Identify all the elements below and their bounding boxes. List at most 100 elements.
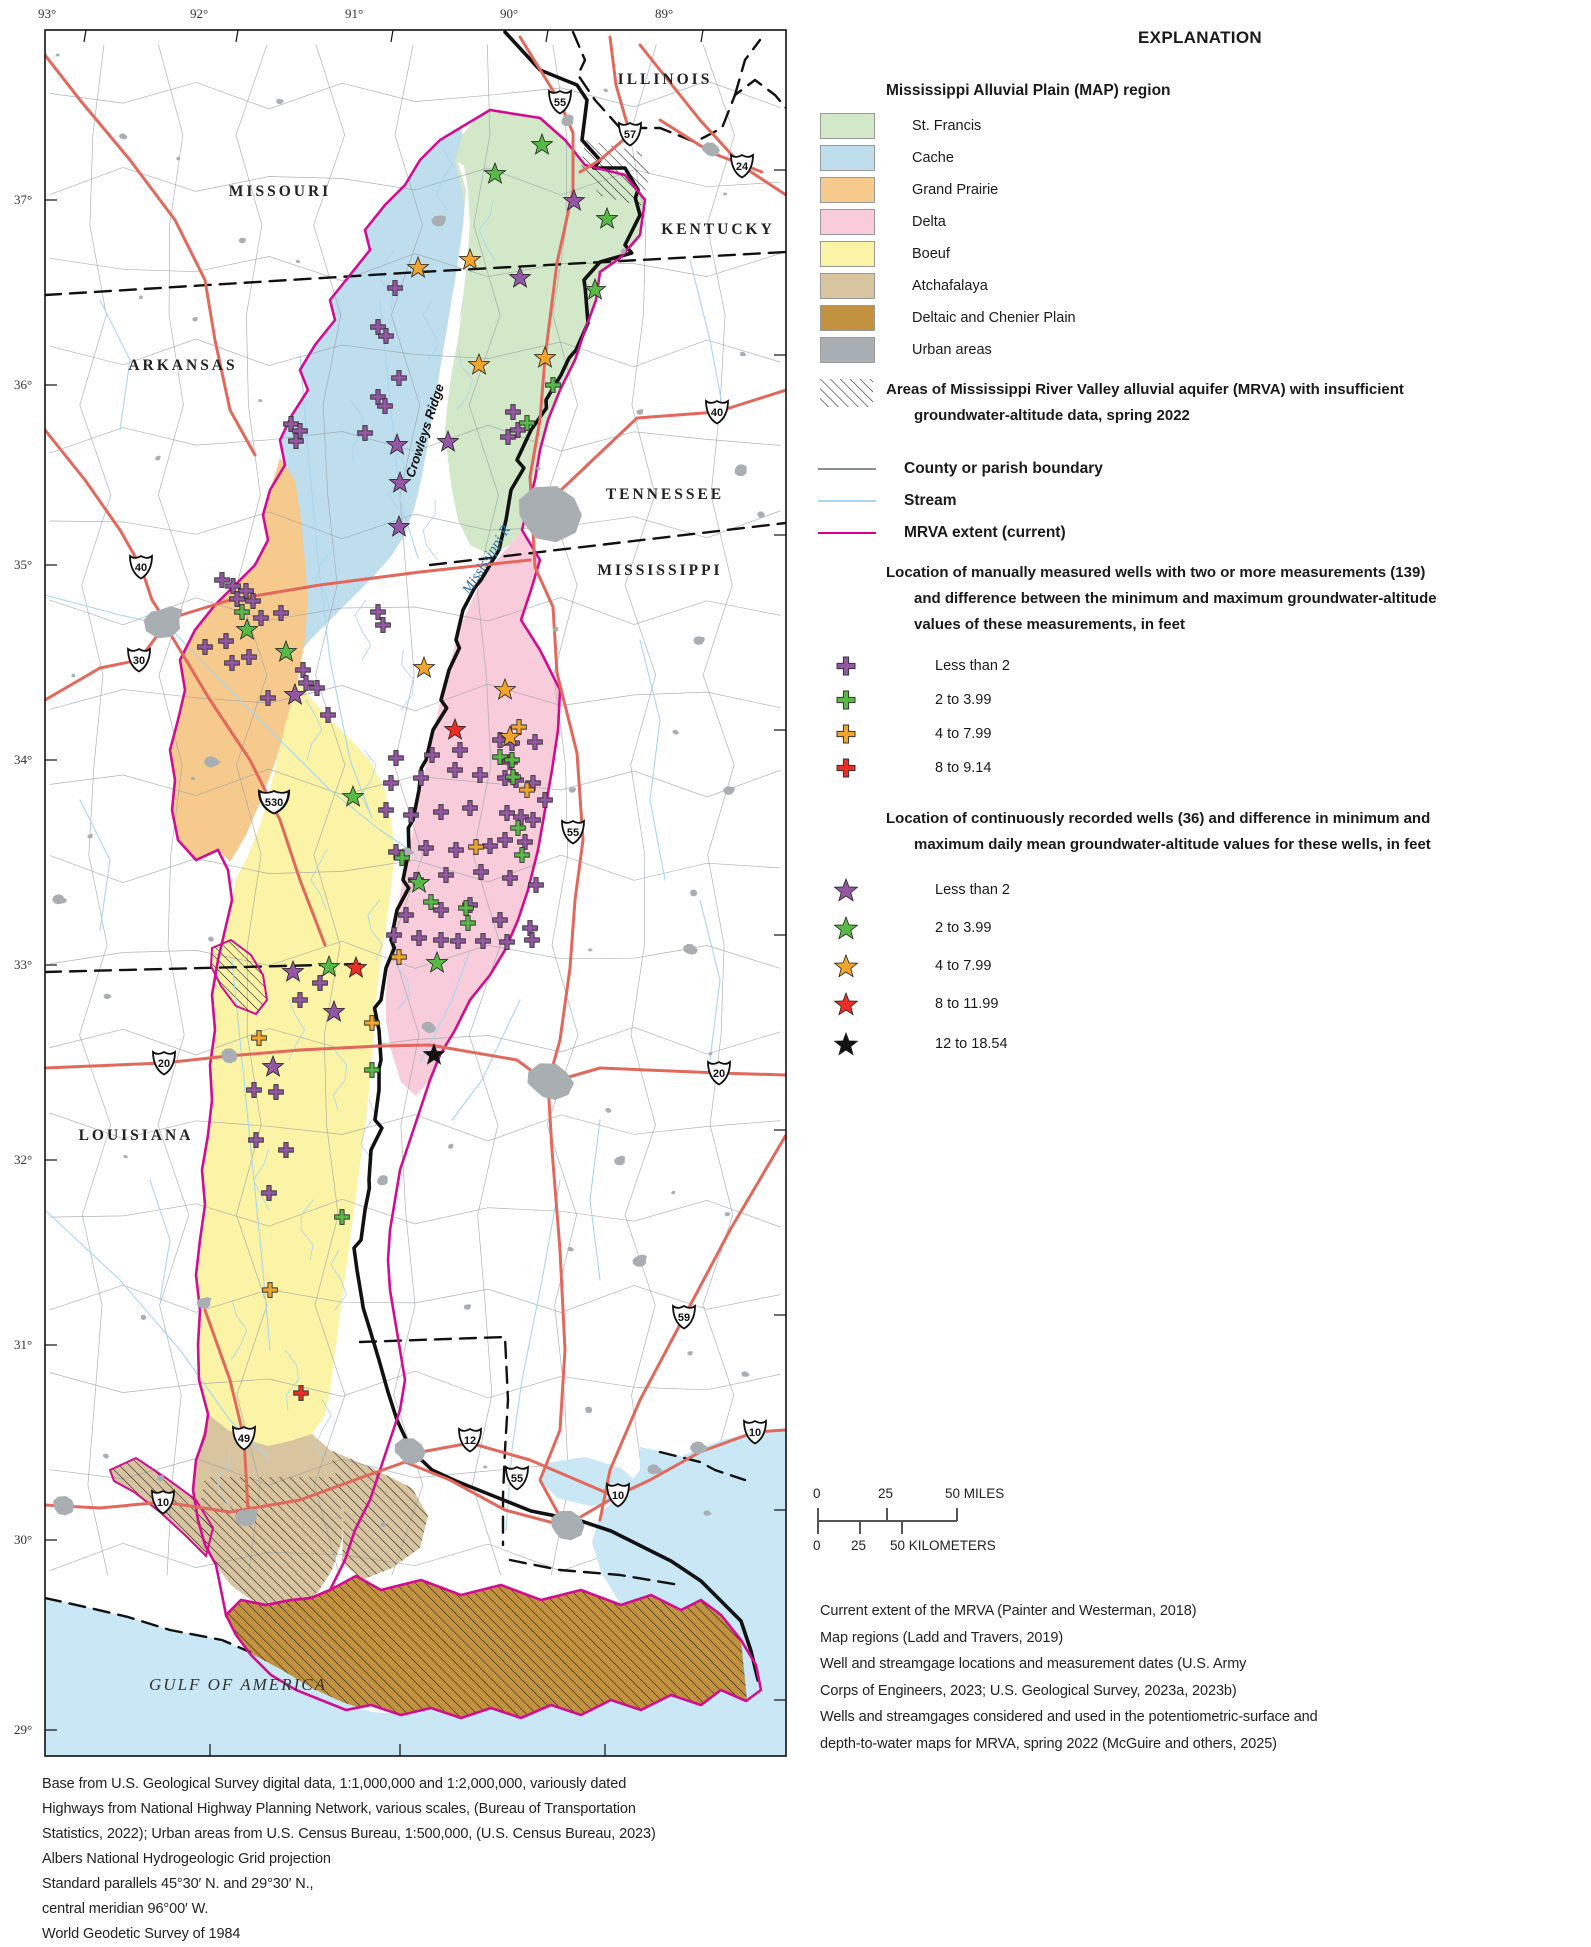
manual-well-marker [510, 422, 526, 438]
highway-shield-12: 12 [458, 1427, 482, 1453]
continuous-well-marker [443, 717, 467, 740]
manual-well-marker [524, 932, 540, 948]
manual-well-marker [364, 1062, 380, 1078]
svg-text:57: 57 [624, 129, 636, 141]
manual-well-marker [492, 749, 508, 765]
credit-line: central meridian 96°00′ W. [42, 1901, 209, 1917]
manual-well-marker [387, 280, 403, 296]
continuous-well-marker [425, 950, 449, 973]
manual-well-marker [525, 812, 541, 828]
insufficient-data-label: Areas of Mississippi River Valley alluvi… [886, 377, 1446, 429]
manual-well-marker [273, 605, 289, 621]
manual-wells-heading: Location of manually measured wells with… [886, 560, 1486, 638]
legend-row-stream: Stream [818, 492, 957, 510]
manual-well-marker [418, 840, 434, 856]
manual-well-marker [378, 802, 394, 818]
continuous-well-marker [530, 132, 554, 155]
manual-well-marker [394, 850, 410, 866]
manual-well-marker [411, 930, 427, 946]
manual-well-marker [528, 877, 544, 893]
manual-well-marker [545, 377, 561, 393]
legend-row-label: Urban areas [912, 342, 992, 358]
legend-row-county-boundary: County or parish boundary [818, 460, 1103, 478]
map-region-heading: Mississippi Alluvial Plain (MAP) region [886, 82, 1171, 99]
highway-shield-10: 10 [743, 1419, 767, 1445]
continuous-well-marker [406, 255, 430, 278]
manual-well-marker [234, 604, 250, 620]
graticule-label: 33° [14, 957, 32, 972]
continuous-well-marker [533, 345, 557, 368]
continuous-well-marker [322, 999, 346, 1022]
legend-row-grand-prairie: Grand Prairie [820, 177, 998, 203]
source-line: depth-to-water maps for MRVA, spring 202… [820, 1735, 1277, 1752]
legend-row-deltaic: Deltaic and Chenier Plain [820, 305, 1076, 331]
continuous-well-marker [493, 677, 517, 700]
highway-shield-30: 30 [127, 647, 151, 673]
graticule-label: 36° [14, 377, 32, 392]
manual-well-marker [292, 992, 308, 1008]
manual-well-marker [241, 649, 257, 665]
continuous-wells-heading-line1: Location of continuously recorded wells … [886, 810, 1431, 827]
highway-shield-20: 20 [707, 1060, 731, 1086]
manual-well-marker [214, 572, 230, 588]
manual-well-marker [375, 617, 391, 633]
manual-well-marker [452, 742, 468, 758]
highway-shield-57: 57 [618, 121, 642, 147]
manual-wells-heading-line2: and difference between the minimum and m… [914, 590, 1437, 607]
place-label: GULF OF AMERICA [149, 1675, 327, 1694]
continuous-well-marker [458, 247, 482, 270]
manual-well-marker [383, 775, 399, 791]
legend-row-st-francis: St. Francis [820, 113, 981, 139]
source-line: Well and streamgage locations and measur… [820, 1656, 1247, 1672]
manual-well-marker [462, 897, 478, 913]
svg-text:59: 59 [678, 1312, 690, 1324]
graticule-label: 91° [345, 6, 363, 21]
manual-well-marker [513, 809, 529, 825]
state-label-illinois: ILLINOIS [618, 71, 713, 88]
credit-line: Base from U.S. Geological Survey digital… [42, 1776, 627, 1792]
legend-row-label: Deltaic and Chenier Plain [912, 310, 1076, 326]
continuous-well-marker [344, 955, 368, 978]
manual-well-marker [391, 370, 407, 386]
manual-well-marker [238, 583, 254, 599]
manual-well-marker [391, 949, 407, 965]
manual-well-marker [261, 1185, 277, 1201]
highway-shield-55: 55 [505, 1465, 529, 1491]
stream-line-icon [818, 500, 876, 502]
manual-well-marker [292, 423, 308, 439]
continuous-well-marker [508, 265, 532, 288]
continuous-well-marker [281, 959, 305, 982]
manual-well-marker [398, 907, 414, 923]
manual-well-marker [218, 633, 234, 649]
insufficient-line2: groundwater-altitude data, spring 2022 [914, 407, 1190, 424]
highway-shield-10: 10 [606, 1482, 630, 1508]
scale-miles-0: 0 [813, 1486, 821, 1501]
manual-well-marker [433, 902, 449, 918]
source-line: Current extent of the MRVA (Painter and … [820, 1603, 1197, 1619]
manual-wells-heading-line1: Location of manually measured wells with… [886, 564, 1426, 581]
continuous-well-marker [595, 206, 619, 229]
state-label-arkansas: ARKANSAS [128, 357, 237, 374]
continuous-well-icon-purple [833, 877, 859, 902]
svg-text:40: 40 [135, 562, 147, 574]
manual-wells-heading-line3: values of these measurements, in feet [914, 616, 1185, 633]
graticule-label: 93° [38, 6, 56, 21]
manual-well-marker [364, 1015, 380, 1031]
legend-row-label: St. Francis [912, 118, 982, 134]
source-line: Wells and streamgages considered and use… [820, 1709, 1318, 1725]
manual-well-marker [504, 752, 520, 768]
legend-row-star-2-399: 2 to 3.99 [832, 914, 991, 942]
graticule-label: 32° [14, 1152, 32, 1167]
manual-well-marker [357, 425, 373, 441]
highway-shield-55: 55 [561, 819, 585, 845]
continuous-well-marker [436, 429, 460, 452]
legend-row-label: Cache [912, 150, 954, 166]
manual-well-icon-red [836, 758, 856, 778]
county-boundary-label: County or parish boundary [904, 460, 1103, 477]
scale-bar: 0 25 50 MILES 0 25 50 KILOMETERS [810, 1478, 1110, 1562]
manual-well-marker [386, 927, 402, 943]
manual-well-marker [537, 792, 553, 808]
cross-class-label: Less than 2 [935, 658, 1010, 674]
graticule-label: 34° [14, 752, 32, 767]
